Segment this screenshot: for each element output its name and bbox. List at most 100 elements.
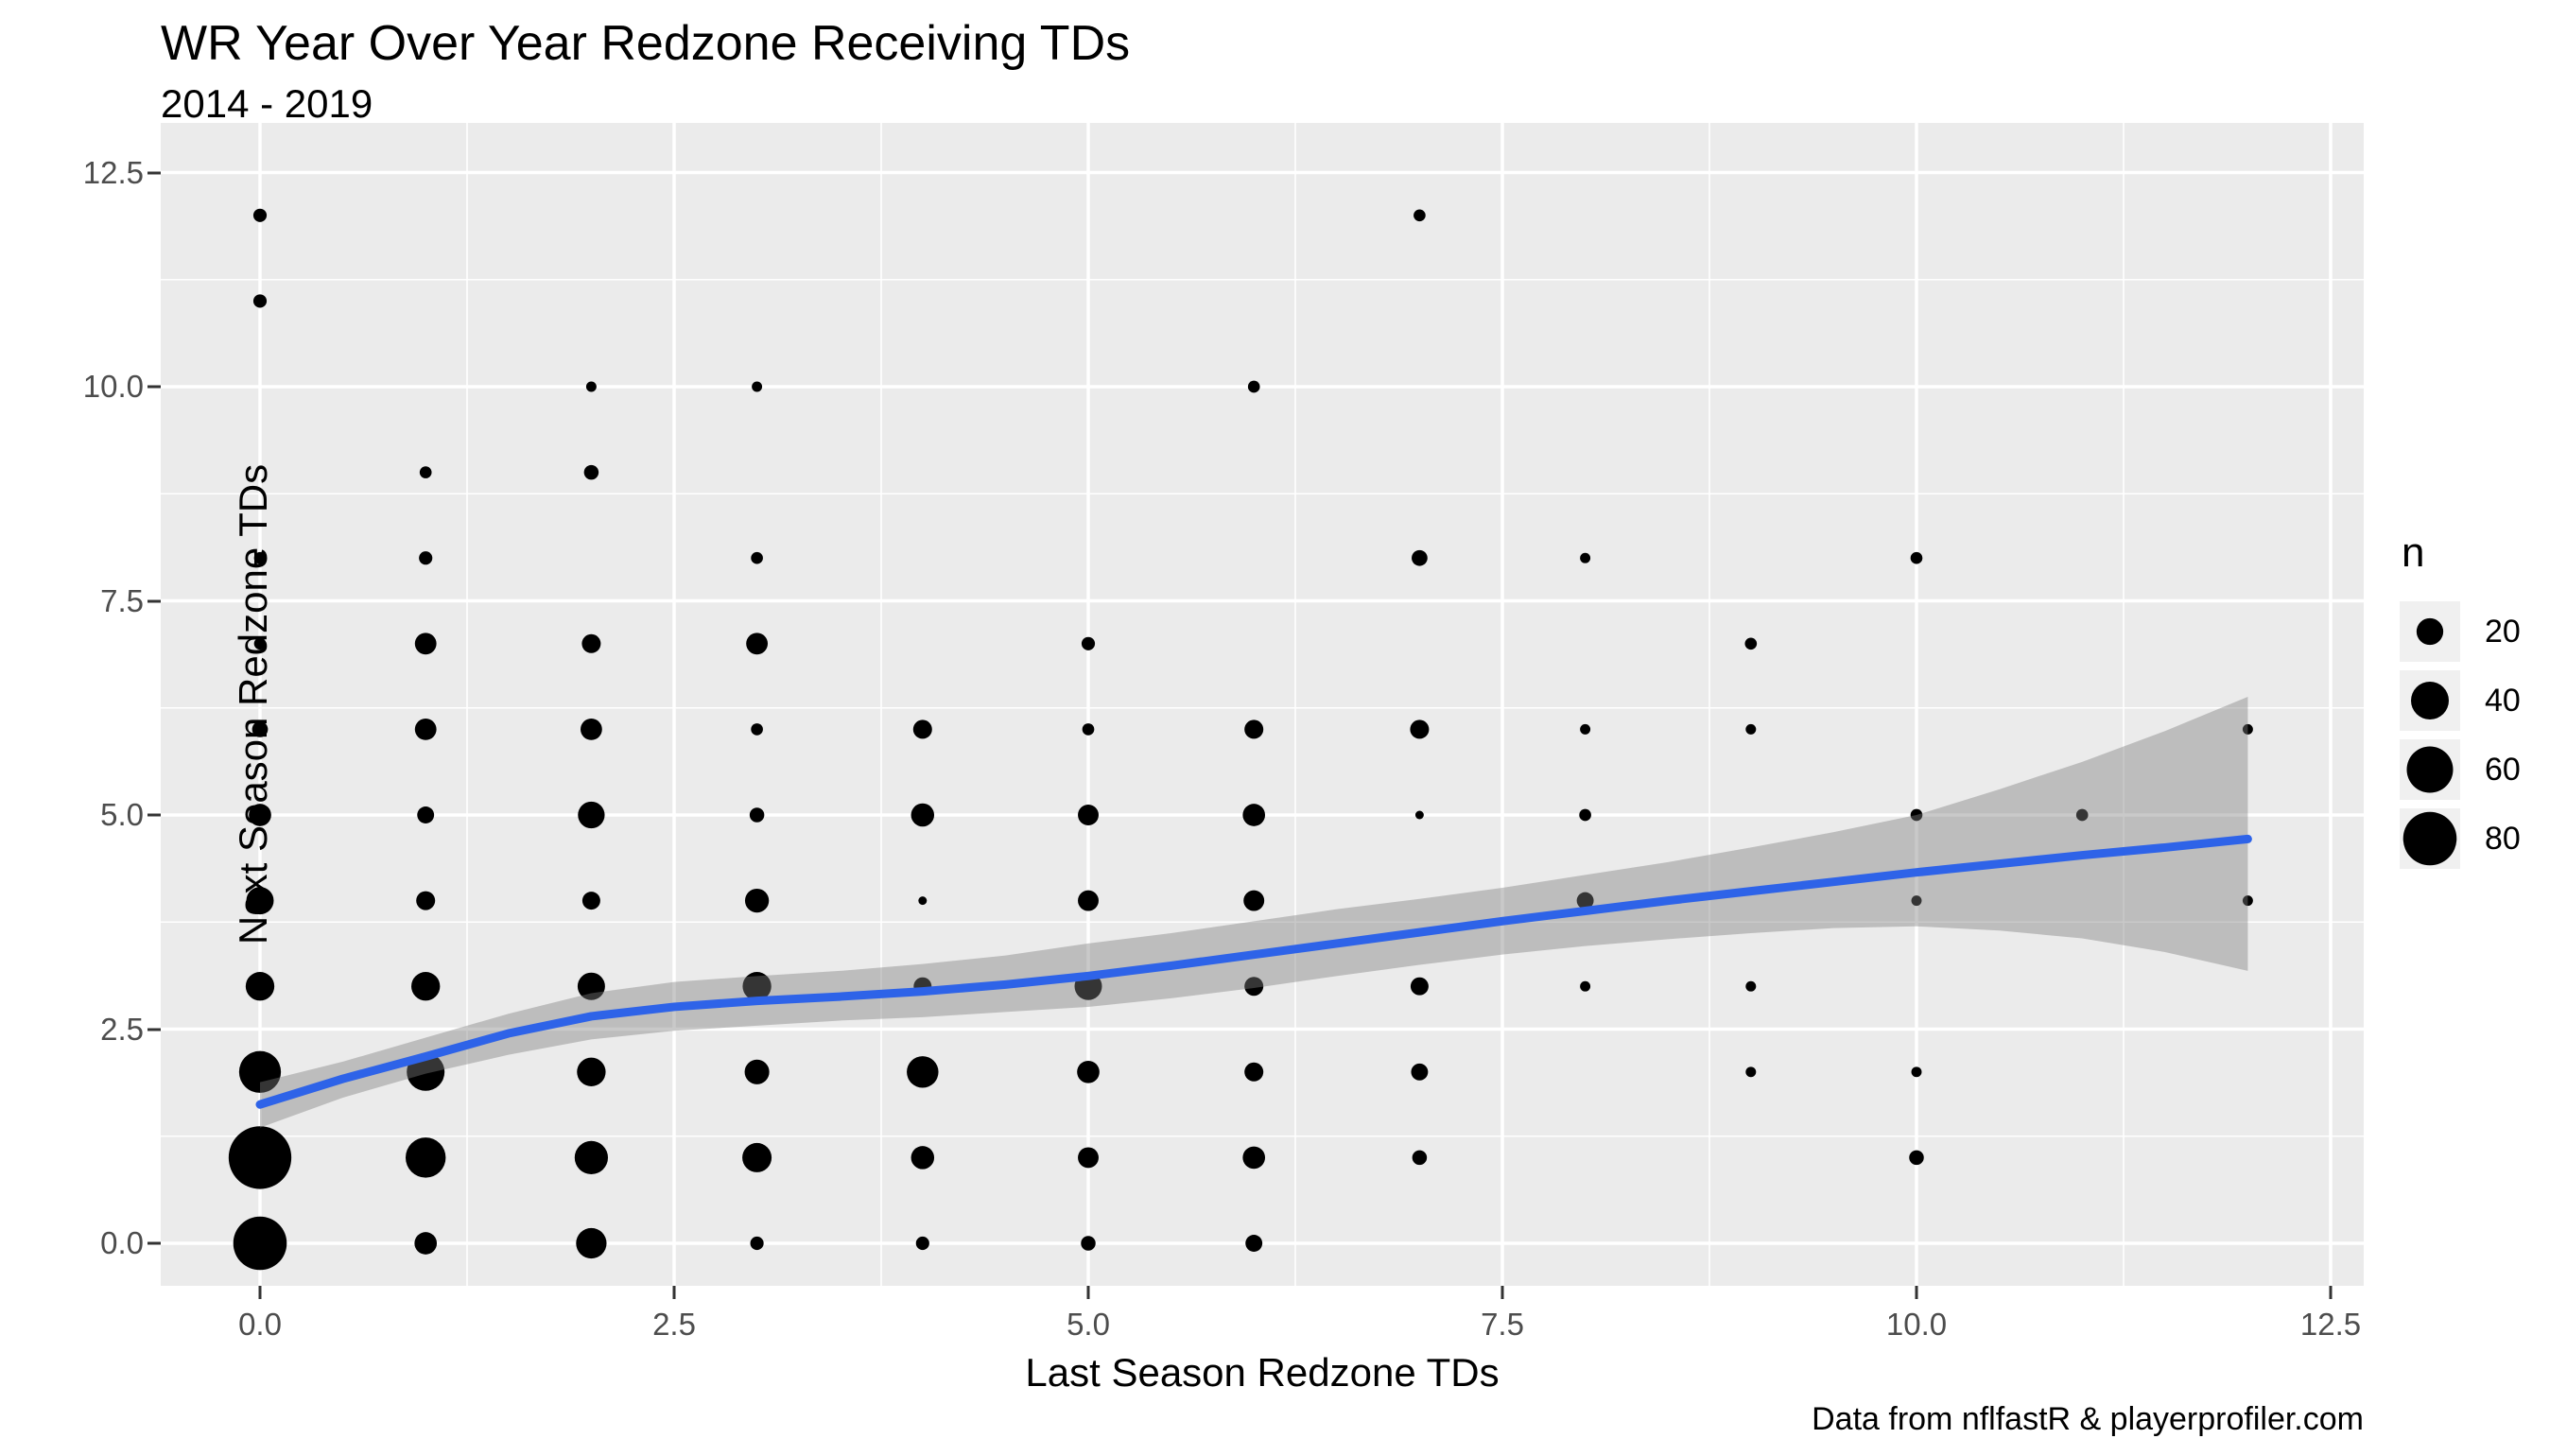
data-point <box>576 1227 607 1259</box>
data-point <box>1247 380 1260 393</box>
data-point <box>581 892 600 910</box>
data-point <box>411 972 441 1001</box>
legend-bubble-icon <box>2411 682 2449 719</box>
data-point <box>742 1142 772 1172</box>
data-point <box>417 806 435 823</box>
data-point <box>1242 1146 1266 1170</box>
data-point <box>1077 1060 1100 1083</box>
y-tick-label: 2.5 <box>100 1011 144 1047</box>
data-point <box>750 1236 764 1251</box>
y-tick-label: 5.0 <box>100 797 144 832</box>
legend-key-swatch <box>2400 670 2460 731</box>
y-tick-label: 0.0 <box>100 1225 144 1260</box>
y-tick-mark <box>147 171 161 174</box>
data-point <box>744 888 770 913</box>
data-point <box>1579 808 1591 822</box>
data-point <box>911 803 935 827</box>
plot-canvas <box>161 123 2364 1286</box>
data-point <box>245 972 275 1001</box>
y-tick-label: 12.5 <box>82 154 144 190</box>
data-point <box>416 891 436 910</box>
data-point <box>1412 1150 1428 1166</box>
data-point <box>1410 719 1430 739</box>
data-point <box>1244 719 1264 739</box>
data-point <box>1242 804 1266 826</box>
data-point <box>1580 980 1591 992</box>
data-point <box>1414 209 1426 222</box>
data-point <box>1081 1236 1096 1251</box>
data-point <box>1244 977 1264 997</box>
data-point <box>1412 549 1428 566</box>
data-point <box>1580 723 1591 735</box>
x-tick-label: 5.0 <box>1067 1307 1110 1342</box>
data-point <box>1911 1066 1922 1078</box>
data-point <box>246 887 274 915</box>
data-point <box>1745 980 1757 992</box>
legend-label: 60 <box>2485 751 2521 788</box>
legend-label: 20 <box>2485 613 2521 650</box>
data-point <box>912 719 932 739</box>
x-axis-title: Last Season Redzone TDs <box>1025 1350 1500 1395</box>
data-point <box>907 1056 939 1088</box>
data-point <box>414 718 437 740</box>
y-tick-mark <box>147 385 161 389</box>
x-tick-label: 0.0 <box>238 1307 282 1342</box>
y-tick-mark <box>147 1028 161 1031</box>
data-point <box>1745 723 1757 735</box>
data-point <box>414 633 437 655</box>
data-point <box>1081 636 1096 650</box>
y-axis-title: Next Season Redzone TDs <box>231 463 276 945</box>
data-point <box>2242 895 2253 907</box>
data-point <box>1243 890 1265 911</box>
data-point <box>1910 808 1923 822</box>
legend-bubble-icon <box>2402 811 2457 866</box>
data-point <box>749 807 765 823</box>
x-tick-mark <box>258 1286 262 1299</box>
data-point <box>911 1146 935 1170</box>
data-point <box>253 551 267 564</box>
x-tick-mark <box>2329 1286 2333 1299</box>
data-point <box>1910 551 1923 564</box>
data-source-caption: Data from nflfastR & playerprofiler.com <box>1812 1401 2364 1437</box>
x-tick-mark <box>672 1286 676 1299</box>
legend-key-swatch <box>2400 601 2460 662</box>
data-point <box>742 972 772 1001</box>
data-point <box>228 1126 292 1189</box>
x-tick-mark <box>1915 1286 1918 1299</box>
data-point <box>583 464 599 480</box>
data-point <box>578 801 605 829</box>
data-point <box>1580 552 1591 563</box>
data-point <box>233 1216 287 1271</box>
data-point <box>1911 895 1922 907</box>
data-point <box>2075 808 2089 822</box>
legend-key-swatch <box>2400 739 2460 800</box>
plot-panel <box>161 123 2364 1286</box>
data-point <box>751 723 763 736</box>
data-point <box>915 1236 929 1251</box>
data-point <box>585 381 597 392</box>
data-point <box>2242 723 2253 735</box>
data-point <box>252 294 268 308</box>
data-point <box>419 551 433 565</box>
data-point <box>580 718 602 740</box>
x-tick-label: 2.5 <box>652 1307 696 1342</box>
panel-background <box>161 123 2364 1286</box>
data-point <box>1909 1150 1924 1166</box>
legend-key-swatch <box>2400 808 2460 869</box>
x-tick-label: 7.5 <box>1481 1307 1524 1342</box>
data-point <box>1078 805 1099 825</box>
smooth-confidence-ribbon <box>260 696 2248 1128</box>
data-point <box>419 466 432 478</box>
data-point <box>574 1140 609 1175</box>
data-point <box>577 1057 606 1086</box>
data-point <box>746 633 769 655</box>
data-point <box>752 381 763 392</box>
y-tick-mark <box>147 599 161 602</box>
data-point <box>1744 637 1758 650</box>
legend-item: 20 <box>2400 601 2560 662</box>
data-point <box>405 1137 446 1178</box>
data-point <box>252 208 268 222</box>
legend-label: 40 <box>2485 682 2521 719</box>
x-tick-mark <box>1086 1286 1090 1299</box>
data-point <box>1745 1066 1757 1078</box>
